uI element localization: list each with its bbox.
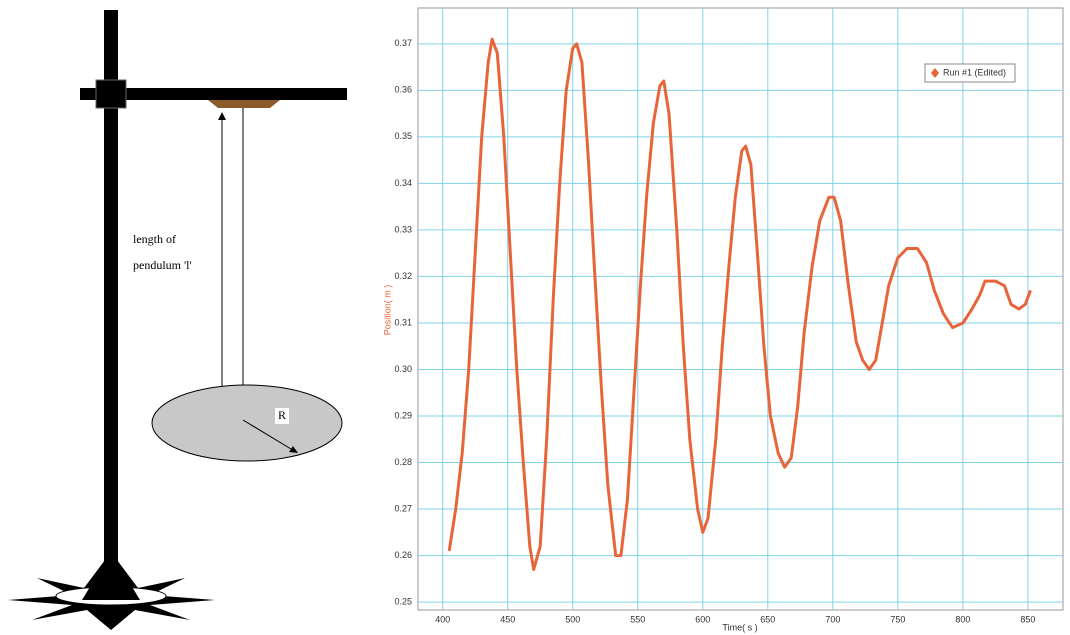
y-tick-label: 0.26 — [394, 550, 412, 560]
x-tick-label: 400 — [435, 614, 450, 624]
x-axis-label: Time( s ) — [722, 622, 757, 632]
y-tick-label: 0.34 — [394, 178, 412, 188]
clamp — [96, 80, 126, 108]
length-label: length of — [133, 232, 176, 246]
x-tick-label: 800 — [955, 614, 970, 624]
y-tick-label: 0.32 — [394, 271, 412, 281]
disc — [152, 385, 342, 461]
x-tick-label: 650 — [760, 614, 775, 624]
x-tick-label: 550 — [630, 614, 645, 624]
y-tick-label: 0.33 — [394, 224, 412, 234]
length-label: pendulum 'l' — [133, 258, 192, 272]
y-tick-label: 0.37 — [394, 38, 412, 48]
pendulum-top — [208, 100, 280, 108]
y-tick-label: 0.25 — [394, 596, 412, 606]
x-tick-label: 600 — [695, 614, 710, 624]
y-tick-label: 0.35 — [394, 131, 412, 141]
x-tick-label: 700 — [825, 614, 840, 624]
y-tick-label: 0.30 — [394, 364, 412, 374]
x-tick-label: 750 — [890, 614, 905, 624]
y-tick-label: 0.36 — [394, 85, 412, 95]
pendulum-diagram: R length of pendulum 'l' — [8, 10, 347, 630]
x-tick-label: 850 — [1020, 614, 1035, 624]
x-tick-label: 500 — [565, 614, 580, 624]
y-tick-label: 0.29 — [394, 410, 412, 420]
y-tick-label: 0.31 — [394, 317, 412, 327]
radius-label: R — [278, 408, 286, 422]
y-tick-label: 0.28 — [394, 457, 412, 467]
y-tick-label: 0.27 — [394, 503, 412, 513]
page: R length of pendulum 'l' 0.25 0.26 0.27 0.2… — [0, 0, 1070, 635]
x-tick-label: 450 — [500, 614, 515, 624]
base-cone — [82, 552, 140, 600]
y-axis-label: Position( m ) — [382, 285, 392, 336]
legend-label: Run #1 (Edited) — [943, 67, 1006, 77]
